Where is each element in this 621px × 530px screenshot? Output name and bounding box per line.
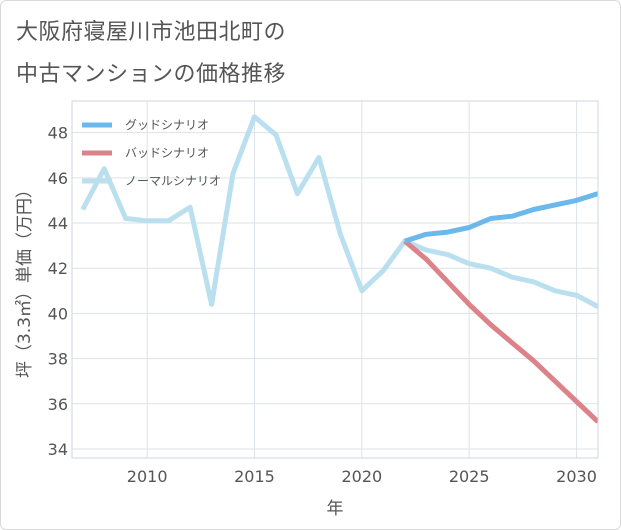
legend-label-1: バッドシナリオ	[125, 146, 209, 160]
plot-border	[71, 100, 599, 459]
legend-label-2: ノーマルシナリオ	[125, 174, 221, 188]
y-tick-label-48: 48	[48, 124, 68, 143]
x-tick-label-2030: 2030	[556, 467, 597, 486]
legend-label-0: グッドシナリオ	[125, 118, 209, 132]
x-tick-label-2025: 2025	[449, 467, 490, 486]
grid	[72, 101, 598, 458]
chart-title-line-1: 大阪府寝屋川市池田北町の	[16, 20, 287, 45]
y-tick-label-38: 38	[48, 350, 68, 369]
y-tick-label-34: 34	[48, 440, 68, 459]
y-tick-label-40: 40	[48, 304, 68, 323]
y-tick-label-44: 44	[48, 214, 68, 233]
x-tick-label-2010: 2010	[127, 467, 168, 486]
series-line-0	[404, 191, 598, 244]
x-tick-label-2020: 2020	[341, 467, 382, 486]
x-tick-label-2015: 2015	[234, 467, 275, 486]
series-line-1	[403, 239, 598, 424]
x-axis-title: 年	[327, 499, 344, 519]
y-tick-label-36: 36	[48, 395, 68, 414]
y-tick-label-46: 46	[48, 169, 68, 188]
axes: 34 36 38 40 42 44 46 48 2010 2015 2020 2025 2030 年 坪（3…	[15, 100, 599, 519]
y-tick-label-42: 42	[48, 259, 68, 278]
chart-title-line-2: 中古マンションの価格推移	[16, 62, 287, 87]
series-lines	[80, 114, 598, 424]
series-line-2	[80, 114, 598, 309]
y-axis-title: 坪（3.3㎡）単価（万円）	[15, 181, 35, 378]
